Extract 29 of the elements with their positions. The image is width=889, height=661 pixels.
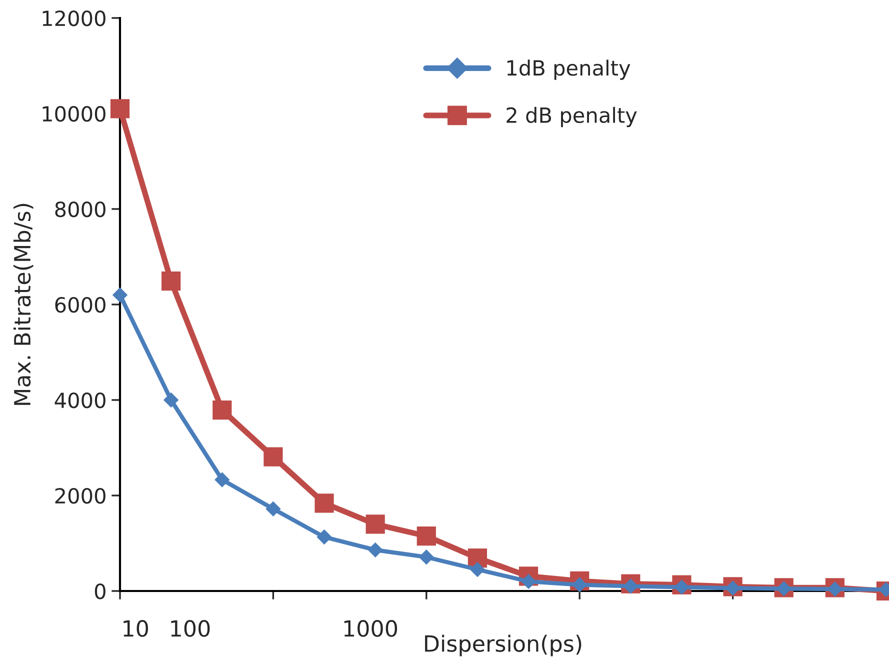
point	[162, 272, 181, 291]
point	[366, 514, 385, 534]
point	[419, 550, 434, 564]
point	[416, 526, 436, 546]
point	[264, 447, 283, 466]
point	[314, 494, 334, 513]
y-tick-label: 6000	[55, 296, 106, 313]
point	[212, 400, 232, 420]
text: 100	[171, 620, 210, 637]
text: 10	[124, 620, 148, 637]
x-axis-title: Dispersion(ps)	[425, 634, 582, 656]
point	[112, 288, 128, 302]
y-tick-label: 0	[94, 583, 106, 600]
point	[316, 530, 332, 544]
point	[470, 562, 485, 577]
text: 1000	[344, 620, 398, 637]
point	[164, 392, 178, 408]
y-tick-label: 2000	[55, 488, 106, 504]
point	[368, 542, 383, 558]
y-axis-title: Max. Bitrate(Mb/s)	[13, 204, 34, 405]
point	[266, 501, 281, 516]
legend-label: 1dB penalty	[507, 60, 630, 80]
legend-label: 2 dB penalty	[506, 106, 637, 128]
point	[110, 99, 130, 118]
y-tick-label: 8000	[55, 201, 106, 218]
y-tick-label: 4000	[54, 392, 106, 408]
y-tick-label: 10000	[42, 106, 106, 122]
point	[214, 472, 230, 488]
y-tick-label: 12000	[42, 10, 106, 26]
